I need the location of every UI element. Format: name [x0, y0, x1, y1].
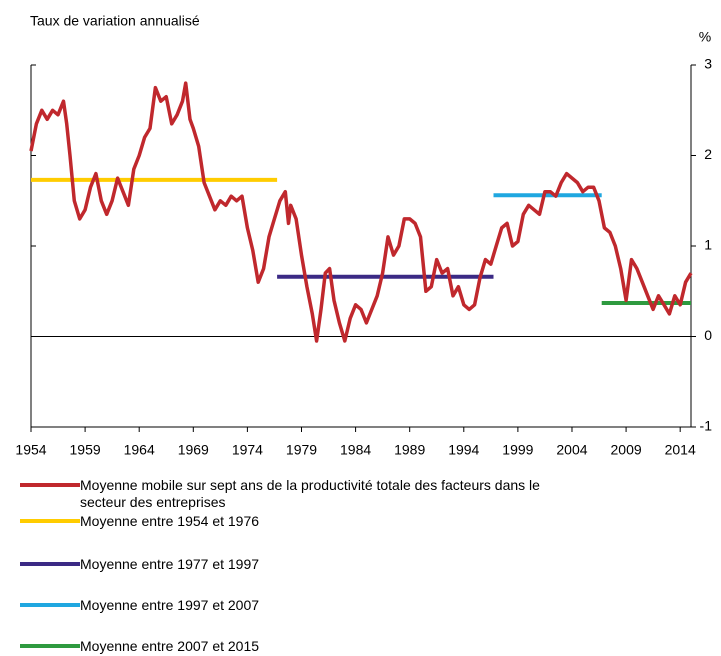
data-line [29, 81, 693, 343]
legend-label: Moyenne entre 1977 et 1997 [80, 556, 260, 572]
legend-swatch [20, 519, 80, 523]
x-tick-label: 1984 [340, 442, 371, 458]
legend-swatch [20, 644, 80, 648]
legend-label: Moyenne entre 1954 et 1976 [80, 513, 260, 529]
y-tick-label: 1 [704, 237, 712, 253]
x-tick-label: 1979 [286, 442, 317, 458]
y-tick-label: -1 [700, 418, 713, 434]
x-tick-label: 1989 [394, 442, 425, 458]
x-tick-label: 1974 [232, 442, 263, 458]
legend-swatch [20, 562, 80, 566]
x-tick-label: 2014 [665, 442, 696, 458]
chart-title: Taux de variation annualisé [30, 13, 200, 29]
y-tick-label: 0 [704, 327, 712, 343]
x-tick-label: 1969 [178, 442, 209, 458]
legend-label: Moyenne entre 1997 et 2007 [80, 597, 260, 613]
x-tick-label: 1964 [124, 442, 155, 458]
y-tick-label: 2 [704, 146, 712, 162]
chart: Taux de variation annualisé % -1 0 1 2 3 1954… [15, 13, 713, 458]
legend-label: Moyenne entre 2007 et 2015 [80, 638, 260, 654]
x-tick-label: 1954 [15, 442, 46, 458]
x-tick-label: 1959 [70, 442, 101, 458]
x-tick-label: 2009 [611, 442, 642, 458]
legend-label: Moyenne mobile sur sept ans de la produc… [80, 477, 540, 510]
x-tick-label: 1994 [448, 442, 479, 458]
x-tick-label: 2004 [556, 442, 587, 458]
legend-swatch [20, 483, 80, 487]
y-tick-label: 3 [704, 56, 712, 72]
legend-swatch [20, 603, 80, 607]
y-unit: % [699, 29, 711, 45]
x-tick-label: 1999 [502, 442, 533, 458]
